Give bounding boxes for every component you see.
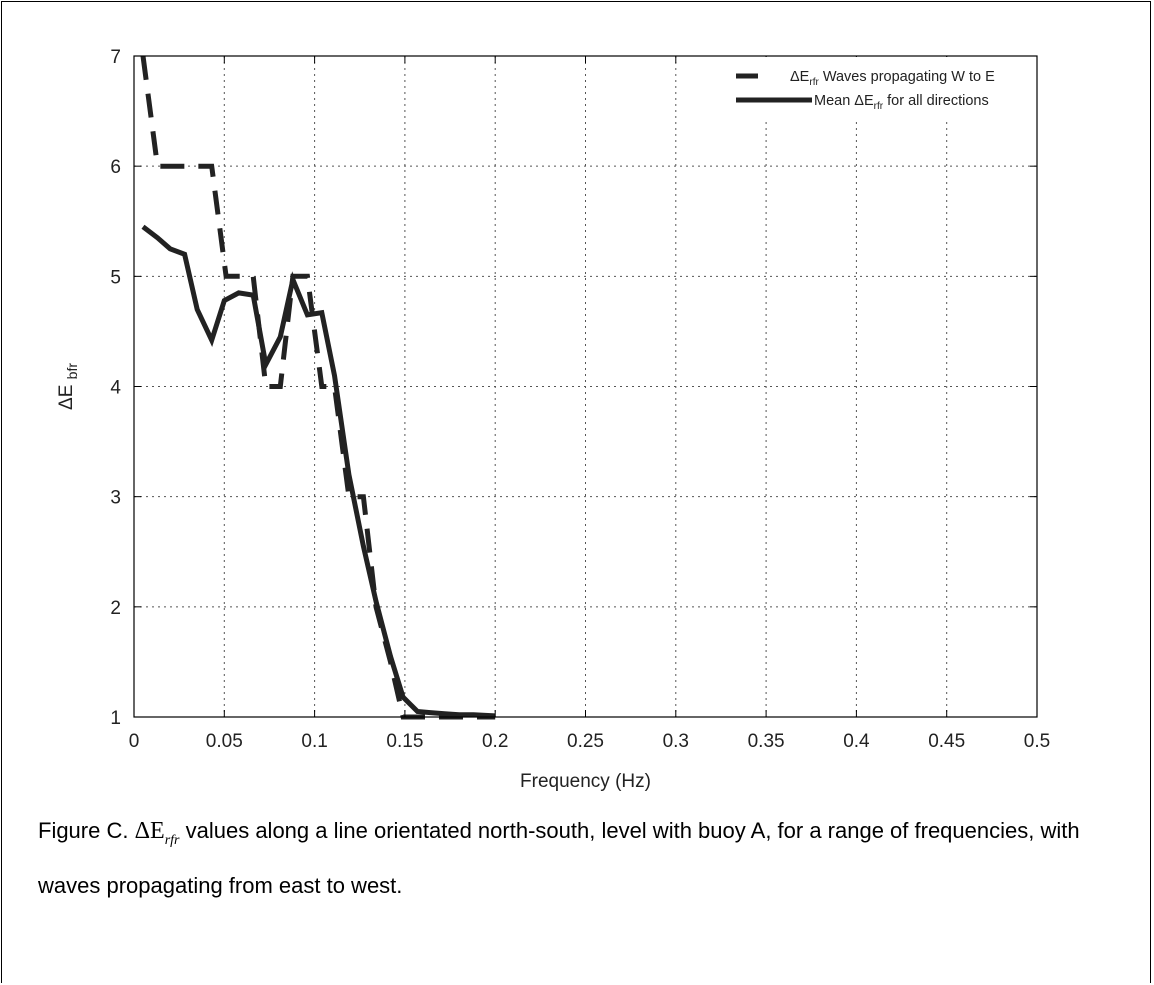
- legend-box: [734, 57, 1036, 118]
- x-tick-label: 0.35: [748, 731, 785, 752]
- series-line-mean: [141, 224, 496, 719]
- x-tick-label: 0.45: [928, 731, 965, 752]
- y-tick-label: 6: [110, 157, 121, 178]
- x-tick-label: 0.05: [206, 731, 243, 752]
- caption-text: values along a line orientated north-sou…: [38, 818, 1080, 898]
- y-tick-label: 3: [110, 488, 121, 509]
- legend-label: Mean ΔErfr for all directions: [814, 93, 989, 112]
- x-tick-label: 0.4: [843, 731, 870, 752]
- y-tick-label: 5: [110, 267, 121, 288]
- y-tick-label: 2: [110, 598, 121, 619]
- x-tick-label: 0.2: [482, 731, 508, 752]
- x-tick-label: 0: [129, 731, 140, 752]
- x-axis-label: Frequency (Hz): [520, 771, 651, 792]
- legend-label: ΔErfr Waves propagating W to E: [790, 69, 995, 88]
- y-tick-label: 7: [110, 47, 121, 68]
- y-tick-label: 1: [110, 708, 121, 729]
- x-tick-label: 0.25: [567, 731, 604, 752]
- series-line-dashed: [140, 55, 496, 720]
- y-axis-label: ΔE bfr: [56, 363, 80, 410]
- x-tick-label: 0.3: [663, 731, 689, 752]
- caption-symbol: ΔErfr: [134, 818, 180, 848]
- line-chart: 0 0.05 0.1 0.15 0.2 0.25 0.3 0.35 0.4 0.45 0.5 1 2 3 4…: [56, 47, 1050, 792]
- y-tick-label: 4: [110, 378, 121, 399]
- x-tick-label: 0.15: [386, 731, 423, 752]
- x-tick-label: 0.5: [1024, 731, 1050, 752]
- legend: ΔErfr Waves propagating W to E Mean ΔErfr…: [734, 57, 1036, 118]
- caption-prefix: Figure C.: [38, 818, 129, 843]
- figure-caption: Figure C. ΔErfr values along a line orie…: [38, 808, 1128, 908]
- x-tick-label: 0.1: [301, 731, 327, 752]
